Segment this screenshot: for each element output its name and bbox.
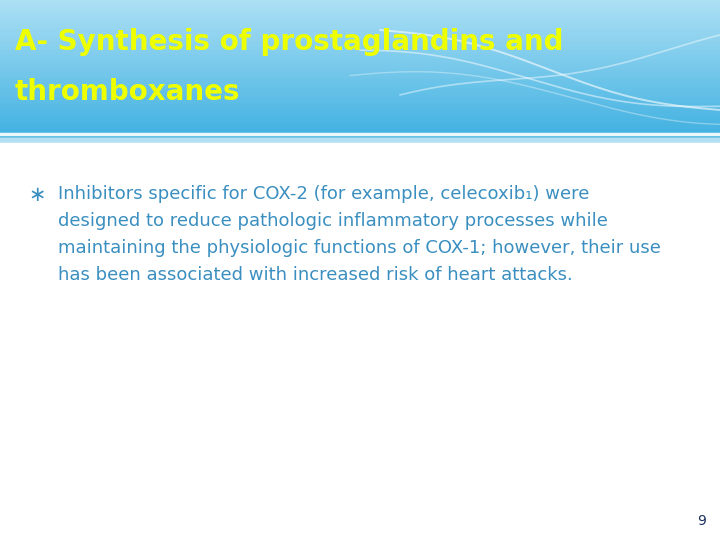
Bar [0, 127, 720, 130]
Bar [0, 118, 720, 121]
Bar [0, 10, 720, 12]
Bar [0, 103, 720, 105]
Bar [0, 91, 720, 93]
Bar [0, 110, 720, 112]
Bar [0, 41, 720, 43]
Bar [0, 36, 720, 38]
Bar [0, 122, 720, 124]
Bar [0, 58, 720, 60]
Bar [0, 20, 720, 23]
Bar [0, 18, 720, 21]
Bar [0, 65, 720, 68]
Bar [0, 98, 720, 100]
Bar [0, 37, 720, 39]
Bar [0, 87, 720, 90]
Bar [0, 55, 720, 57]
Bar [0, 60, 720, 62]
Bar [0, 62, 720, 64]
Bar [0, 34, 720, 36]
Bar [0, 17, 720, 19]
Bar [0, 136, 720, 138]
Bar [0, 3, 720, 5]
Text: thromboxanes: thromboxanes [15, 78, 240, 106]
Bar [0, 53, 720, 55]
Bar [0, 43, 720, 45]
Bar [0, 27, 720, 29]
Bar [0, 125, 720, 127]
Bar [0, 63, 720, 65]
Bar [0, 112, 720, 114]
Bar [0, 113, 720, 116]
Bar [0, 51, 720, 53]
Bar [0, 1, 720, 3]
Bar [0, 46, 720, 48]
Bar [0, 69, 720, 71]
Bar [0, 79, 720, 81]
Bar [0, 89, 720, 91]
Bar [0, 106, 720, 109]
Bar [0, 14, 720, 16]
Bar [0, 105, 720, 107]
Bar [0, 72, 720, 74]
Bar [0, 108, 720, 110]
Bar [0, 15, 720, 17]
Bar [0, 8, 720, 10]
Text: has been associated with increased risk of heart attacks.: has been associated with increased risk … [58, 266, 572, 284]
Bar [0, 50, 720, 52]
Bar [0, 86, 720, 88]
Bar [0, 76, 720, 78]
Bar [0, 134, 720, 136]
Bar [0, 11, 720, 14]
Bar [0, 129, 720, 131]
Bar [0, 67, 720, 69]
Text: 9: 9 [697, 514, 706, 528]
Bar [0, 77, 720, 79]
Bar [0, 73, 720, 76]
Bar [0, 115, 720, 117]
Bar [0, 93, 720, 95]
Bar [0, 124, 720, 126]
Bar [0, 32, 720, 35]
Bar [0, 48, 720, 50]
Bar [0, 6, 720, 9]
Bar [0, 84, 720, 86]
Bar [0, 131, 720, 133]
Bar [0, 120, 720, 123]
Text: maintaining the physiologic functions of COX-1; however, their use: maintaining the physiologic functions of… [58, 239, 661, 257]
Bar [0, 96, 720, 98]
Bar [0, 80, 720, 83]
Bar [0, 29, 720, 31]
Bar [0, 0, 720, 2]
Text: ∗: ∗ [28, 185, 45, 205]
Bar [0, 5, 720, 7]
Bar [0, 24, 720, 26]
Text: designed to reduce pathologic inflammatory processes while: designed to reduce pathologic inflammato… [58, 212, 608, 230]
Bar [0, 132, 720, 134]
Bar [0, 56, 720, 59]
Bar [0, 39, 720, 42]
Bar [0, 31, 720, 33]
Text: Inhibitors specific for COX-2 (for example, celecoxib₁) were: Inhibitors specific for COX-2 (for examp… [58, 185, 590, 203]
Bar [0, 102, 720, 104]
Bar [0, 44, 720, 46]
Bar [0, 94, 720, 97]
Bar [0, 70, 720, 72]
Bar [0, 25, 720, 28]
Bar [0, 22, 720, 24]
Bar [0, 82, 720, 85]
Bar [0, 99, 720, 102]
Bar [0, 117, 720, 119]
Text: A- Synthesis of prostaglandins and: A- Synthesis of prostaglandins and [15, 28, 564, 56]
